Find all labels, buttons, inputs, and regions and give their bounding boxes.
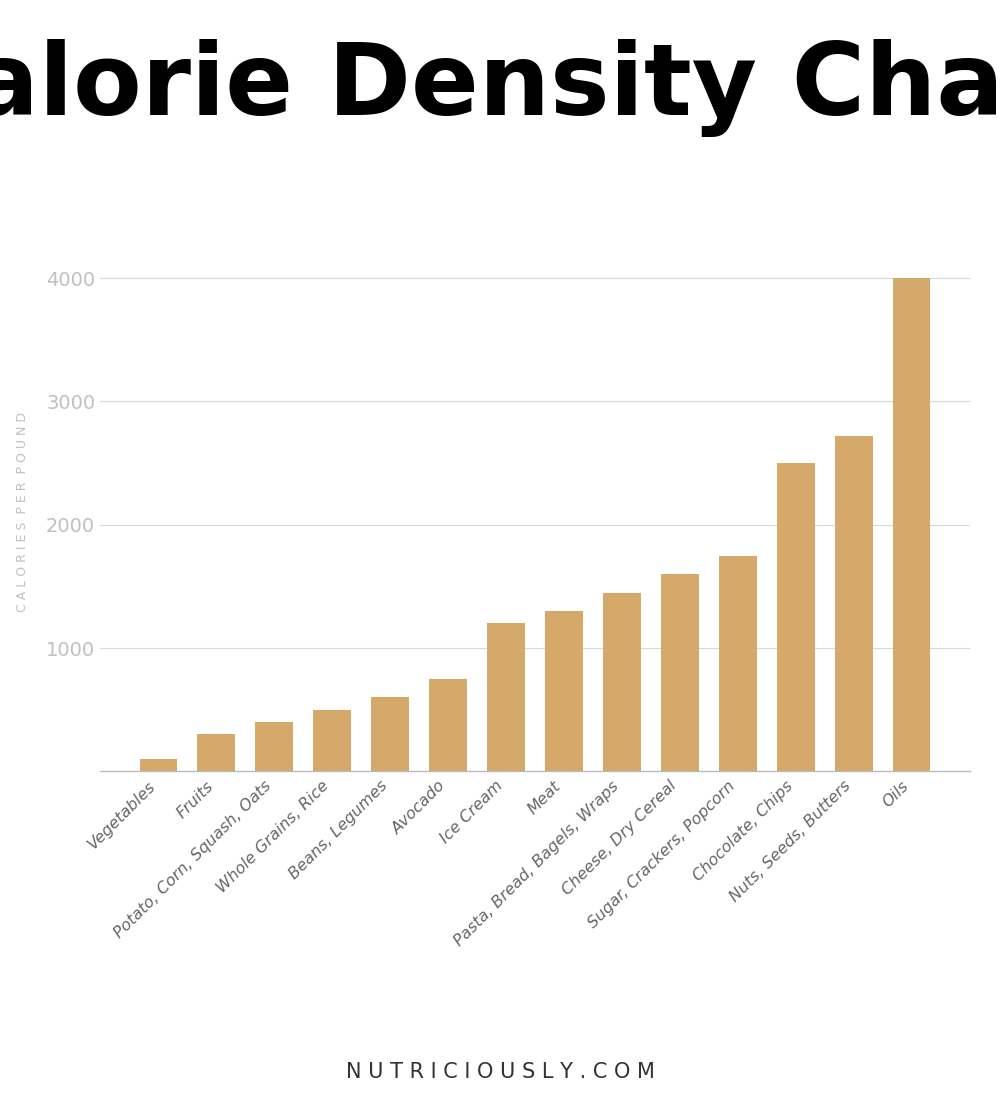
Bar [835, 436, 873, 771]
Bar [661, 574, 699, 771]
Bar [197, 734, 235, 771]
Bar [719, 555, 757, 771]
Bar [603, 593, 641, 771]
Text: Calorie Density Chart: Calorie Density Chart [0, 39, 1000, 137]
Y-axis label: C A L O R I E S  P E R  P O U N D: C A L O R I E S P E R P O U N D [16, 412, 29, 613]
Bar [893, 278, 930, 771]
Bar [371, 698, 409, 771]
Bar [777, 463, 815, 771]
Bar [255, 722, 293, 771]
Bar [545, 612, 583, 771]
Bar [313, 710, 351, 771]
Text: N U T R I C I O U S L Y . C O M: N U T R I C I O U S L Y . C O M [346, 1062, 654, 1082]
Bar [487, 624, 525, 771]
Bar [429, 679, 467, 771]
Bar [140, 759, 177, 771]
